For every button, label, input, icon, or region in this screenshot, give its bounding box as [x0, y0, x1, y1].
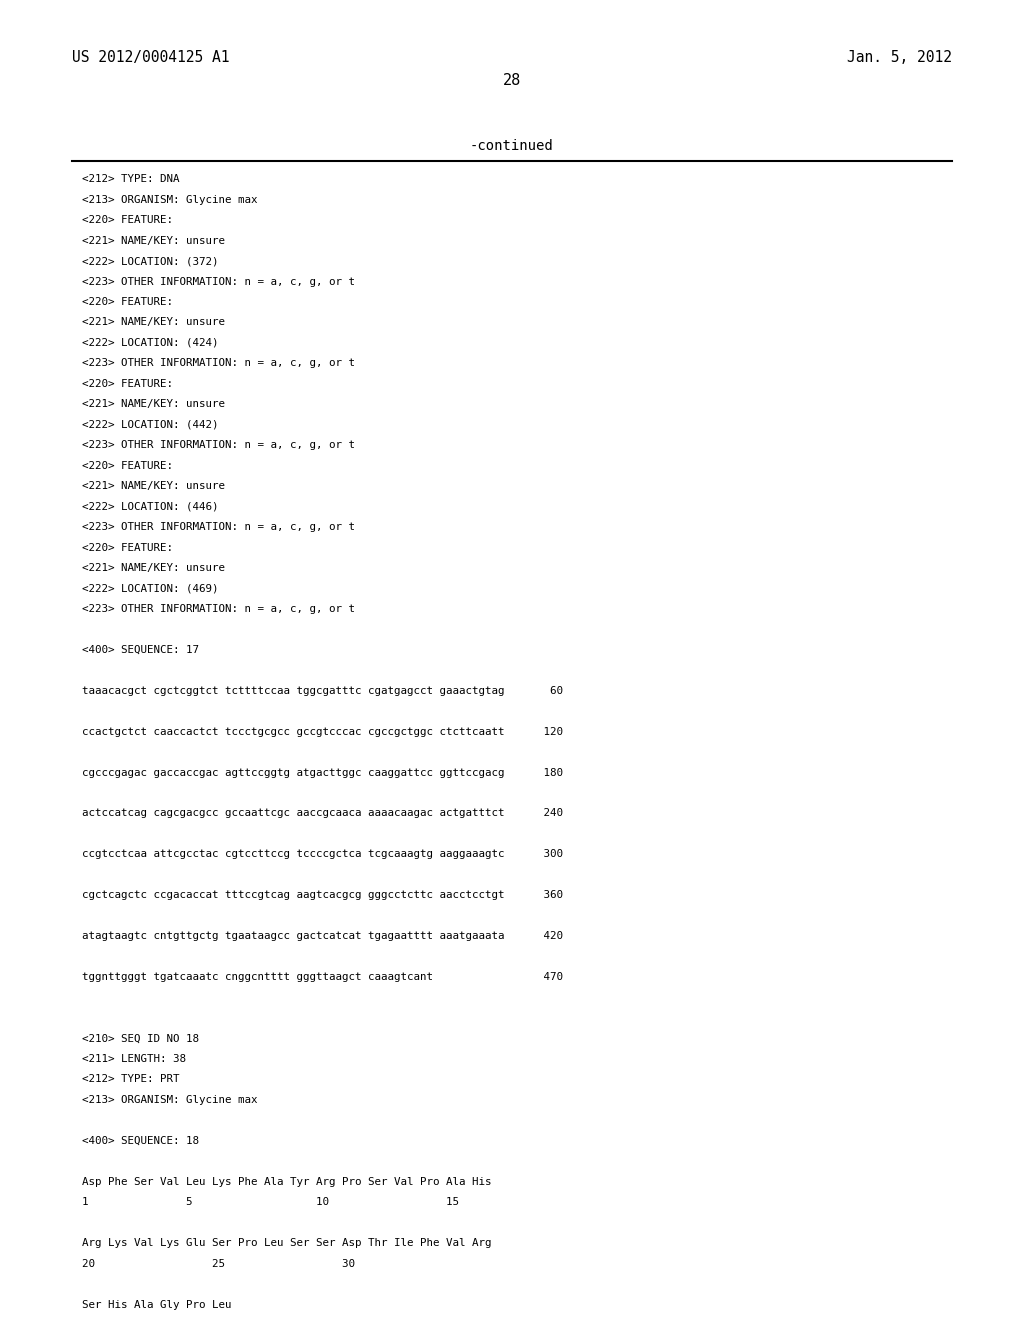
Text: <220> FEATURE:: <220> FEATURE:: [82, 379, 173, 389]
Text: <223> OTHER INFORMATION: n = a, c, g, or t: <223> OTHER INFORMATION: n = a, c, g, or…: [82, 521, 355, 532]
Text: <222> LOCATION: (469): <222> LOCATION: (469): [82, 583, 218, 594]
Text: Arg Lys Val Lys Glu Ser Pro Leu Ser Ser Asp Thr Ile Phe Val Arg: Arg Lys Val Lys Glu Ser Pro Leu Ser Ser …: [82, 1238, 492, 1249]
Text: <400> SEQUENCE: 17: <400> SEQUENCE: 17: [82, 644, 199, 655]
Text: <221> NAME/KEY: unsure: <221> NAME/KEY: unsure: [82, 235, 225, 246]
Text: <220> FEATURE:: <220> FEATURE:: [82, 543, 173, 553]
Text: <221> NAME/KEY: unsure: <221> NAME/KEY: unsure: [82, 482, 225, 491]
Text: <221> NAME/KEY: unsure: <221> NAME/KEY: unsure: [82, 318, 225, 327]
Text: tggnttgggt tgatcaaatc cnggcntttt gggttaagct caaagtcant                 470: tggnttgggt tgatcaaatc cnggcntttt gggttaa…: [82, 972, 563, 982]
Text: Jan. 5, 2012: Jan. 5, 2012: [847, 50, 952, 65]
Text: cgctcagctc ccgacaccat tttccgtcag aagtcacgcg gggcctcttc aacctcctgt      360: cgctcagctc ccgacaccat tttccgtcag aagtcac…: [82, 890, 563, 900]
Text: <222> LOCATION: (424): <222> LOCATION: (424): [82, 338, 218, 348]
Text: Ser His Ala Gly Pro Leu: Ser His Ala Gly Pro Leu: [82, 1299, 231, 1309]
Text: taaacacgct cgctcggtct tcttttccaa tggcgatttc cgatgagcct gaaactgtag       60: taaacacgct cgctcggtct tcttttccaa tggcgat…: [82, 686, 563, 696]
Text: <213> ORGANISM: Glycine max: <213> ORGANISM: Glycine max: [82, 1096, 257, 1105]
Text: ccgtcctcaa attcgcctac cgtccttccg tccccgctca tcgcaaagtg aaggaaagtc      300: ccgtcctcaa attcgcctac cgtccttccg tccccgc…: [82, 850, 563, 859]
Text: 20                  25                  30: 20 25 30: [82, 1259, 355, 1269]
Text: <221> NAME/KEY: unsure: <221> NAME/KEY: unsure: [82, 399, 225, 409]
Text: cgcccgagac gaccaccgac agttccggtg atgacttggc caaggattcc ggttccgacg      180: cgcccgagac gaccaccgac agttccggtg atgactt…: [82, 768, 563, 777]
Text: -continued: -continued: [470, 139, 554, 153]
Text: atagtaagtc cntgttgctg tgaataagcc gactcatcat tgagaatttt aaatgaaata      420: atagtaagtc cntgttgctg tgaataagcc gactcat…: [82, 932, 563, 941]
Text: <220> FEATURE:: <220> FEATURE:: [82, 461, 173, 471]
Text: <211> LENGTH: 38: <211> LENGTH: 38: [82, 1053, 186, 1064]
Text: <220> FEATURE:: <220> FEATURE:: [82, 297, 173, 308]
Text: <223> OTHER INFORMATION: n = a, c, g, or t: <223> OTHER INFORMATION: n = a, c, g, or…: [82, 277, 355, 286]
Text: <400> SEQUENCE: 18: <400> SEQUENCE: 18: [82, 1135, 199, 1146]
Text: actccatcag cagcgacgcc gccaattcgc aaccgcaaca aaaacaagac actgatttct      240: actccatcag cagcgacgcc gccaattcgc aaccgca…: [82, 808, 563, 818]
Text: 1               5                   10                  15: 1 5 10 15: [82, 1197, 459, 1208]
Text: US 2012/0004125 A1: US 2012/0004125 A1: [72, 50, 229, 65]
Text: ccactgctct caaccactct tccctgcgcc gccgtcccac cgccgctggc ctcttcaatt      120: ccactgctct caaccactct tccctgcgcc gccgtcc…: [82, 726, 563, 737]
Text: <222> LOCATION: (446): <222> LOCATION: (446): [82, 502, 218, 512]
Text: <223> OTHER INFORMATION: n = a, c, g, or t: <223> OTHER INFORMATION: n = a, c, g, or…: [82, 605, 355, 614]
Text: 28: 28: [503, 73, 521, 87]
Text: <220> FEATURE:: <220> FEATURE:: [82, 215, 173, 226]
Text: <213> ORGANISM: Glycine max: <213> ORGANISM: Glycine max: [82, 195, 257, 205]
Text: <212> TYPE: DNA: <212> TYPE: DNA: [82, 174, 179, 185]
Text: <221> NAME/KEY: unsure: <221> NAME/KEY: unsure: [82, 562, 225, 573]
Text: <212> TYPE: PRT: <212> TYPE: PRT: [82, 1074, 179, 1085]
Text: <222> LOCATION: (372): <222> LOCATION: (372): [82, 256, 218, 267]
Text: <222> LOCATION: (442): <222> LOCATION: (442): [82, 420, 218, 430]
Text: <223> OTHER INFORMATION: n = a, c, g, or t: <223> OTHER INFORMATION: n = a, c, g, or…: [82, 441, 355, 450]
Text: <210> SEQ ID NO 18: <210> SEQ ID NO 18: [82, 1034, 199, 1044]
Text: Asp Phe Ser Val Leu Lys Phe Ala Tyr Arg Pro Ser Val Pro Ala His: Asp Phe Ser Val Leu Lys Phe Ala Tyr Arg …: [82, 1177, 492, 1187]
Text: <223> OTHER INFORMATION: n = a, c, g, or t: <223> OTHER INFORMATION: n = a, c, g, or…: [82, 359, 355, 368]
